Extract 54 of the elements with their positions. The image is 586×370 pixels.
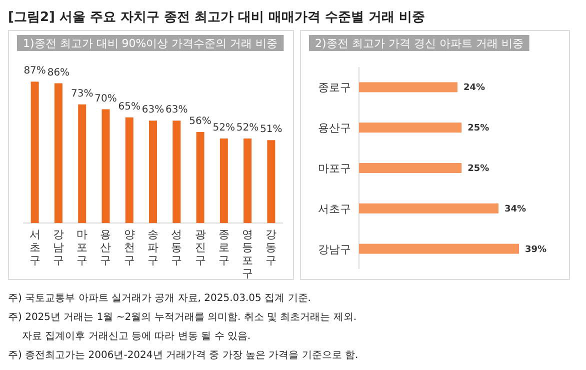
- chart-subtitle: 1)종전 최고가 대비 90%이상 가격수준의 거래 비중: [23, 37, 278, 50]
- bar: [359, 82, 458, 92]
- bar: [359, 203, 498, 214]
- y-tick-label: 마포구: [318, 162, 351, 175]
- bar: [102, 109, 110, 223]
- x-tick-label: 강남구: [52, 228, 64, 267]
- data-label: 86%: [47, 67, 70, 78]
- y-tick-label: 서초구: [318, 202, 351, 216]
- bar: [78, 104, 86, 223]
- data-label: 51%: [260, 124, 282, 136]
- data-label: 25%: [468, 164, 490, 174]
- bar: [172, 120, 181, 223]
- bar: [54, 83, 62, 223]
- data-label: 63%: [166, 104, 188, 116]
- data-label: 25%: [468, 124, 490, 134]
- bar: [359, 244, 519, 254]
- bar: [359, 163, 462, 173]
- chart-subtitle: 2)종전 최고가 가격 경신 아파트 거래 비중: [315, 37, 524, 50]
- data-label: 87%: [24, 66, 46, 77]
- data-label: 52%: [212, 122, 236, 134]
- x-tick-label: 양천구: [124, 228, 135, 267]
- bar: [149, 120, 157, 223]
- data-label: 52%: [236, 122, 259, 134]
- bar: [359, 122, 462, 133]
- x-tick-label: 광진구: [194, 228, 206, 267]
- x-tick-label: 강동구: [266, 228, 277, 267]
- x-tick-label: 송파구: [148, 228, 158, 267]
- bar: [220, 138, 228, 223]
- x-tick-label: 성동구: [171, 228, 182, 267]
- data-label: 24%: [463, 83, 486, 94]
- chart-title: [그림2] 서울 주요 자치구 종전 최고가 대비 매매가격 수준별 거래 비중: [8, 9, 426, 26]
- bar: [196, 132, 204, 223]
- data-label: 63%: [142, 104, 164, 116]
- text: 주) 국토교통부 아파트 실거래가 공개 자료, 2025.03.05 집계 기준.: [8, 292, 312, 306]
- bar: [125, 117, 134, 223]
- x-tick-label: 용산구: [100, 228, 112, 267]
- data-label: 65%: [118, 101, 140, 112]
- bar: [30, 82, 39, 223]
- data-label: 34%: [504, 204, 526, 214]
- bar: [267, 140, 276, 223]
- data-label: 56%: [189, 116, 212, 128]
- y-tick-label: 종로구: [318, 81, 351, 94]
- data-label: 70%: [94, 93, 117, 104]
- data-label: 39%: [525, 244, 547, 255]
- x-tick-label: 종로구: [218, 228, 230, 267]
- y-tick-label: 용산구: [318, 122, 351, 135]
- text: 주) 종전최고가는 2006년-2024년 거래가격 중 가장 높은 가격을 기준으로 함.: [8, 349, 358, 363]
- text: 주) 2025년 거래는 1월 ~2월의 누적거래를 의미함. 취소 및 최초거래는 제외.: [8, 311, 358, 325]
- x-tick-label: 마포구: [76, 228, 88, 267]
- data-label: 73%: [70, 88, 94, 100]
- text: 자료 집계이후 거래신고 등에 따라 변동 될 수 있음.: [21, 330, 252, 344]
- bar: [244, 138, 252, 223]
- x-tick-label: 서초구: [29, 228, 40, 267]
- x-tick-label: 영등포구: [242, 228, 254, 280]
